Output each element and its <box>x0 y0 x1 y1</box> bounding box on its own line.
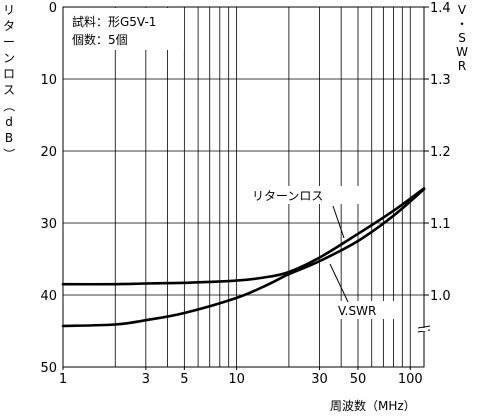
return-loss-leader <box>332 205 345 239</box>
y-left-axis-label-char: d <box>5 115 13 129</box>
vswr-label-text: V.SWR <box>338 304 376 318</box>
x-tick-label: 5 <box>180 372 188 387</box>
y-left-tick-label: 20 <box>40 145 57 160</box>
y-right-tick-label: 1.1 <box>430 217 451 232</box>
x-tick-label: 100 <box>398 372 423 387</box>
vswr-line <box>61 187 426 328</box>
y-left-axis-label-char: ン <box>3 51 15 65</box>
x-tick-label: 30 <box>311 372 328 387</box>
y-right-tick-label: 1.0 <box>430 289 451 304</box>
x-tick-label: 10 <box>228 372 245 387</box>
x-axis-label: 周波数（MHz） <box>330 398 416 413</box>
axis-break-mark <box>417 325 431 333</box>
y-left-axis-label-char: リ <box>3 3 15 17</box>
y-left-axis-label-char: B <box>5 131 13 145</box>
y-left-axis-label-char: タ <box>3 19 15 33</box>
x-tick-label: 50 <box>350 372 367 387</box>
y-left-axis-label-char: ス <box>3 83 15 97</box>
y-left-axis-label-char: ー <box>3 35 15 49</box>
y-right-axis-label-char: R <box>458 59 466 73</box>
y-left-axis-label: リターンロス （ dB ） <box>2 3 16 160</box>
return-loss-label-text: リターンロス <box>252 189 323 203</box>
y-left-tick-label: 30 <box>40 217 57 232</box>
plot-frame <box>62 6 425 368</box>
vswr-leader <box>329 263 349 303</box>
y-left-axis-label-char: ） <box>2 148 16 160</box>
y-right-tick-label: 1.2 <box>430 145 451 160</box>
sample-info-line-2: 個数：5個 <box>72 32 128 47</box>
return-loss-label: リターンロス <box>243 186 361 239</box>
y-left-tick-label: 10 <box>40 73 57 88</box>
vswr-label: V.SWR <box>329 263 395 319</box>
y-left-tick-labels: 0 10 20 30 40 50 <box>40 1 57 376</box>
x-tick-labels: 1 3 5 10 30 50 100 <box>59 367 423 387</box>
x-tick-label: 1 <box>59 372 67 387</box>
y-right-axis-label-char: ・ <box>456 17 468 31</box>
sample-info-line-1: 試料：形G5V-1 <box>72 14 156 29</box>
y-right-tick-labels: 1.0 1.1 1.2 1.3 1.4 <box>424 1 451 304</box>
y-left-tick-label: 0 <box>49 1 57 16</box>
x-tick-label: 3 <box>142 372 150 387</box>
sample-info-box: 試料：形G5V-1 個数：5個 <box>66 8 184 50</box>
y-right-axis-label-char: W <box>456 45 468 59</box>
y-right-tick-label: 1.4 <box>430 1 451 16</box>
y-right-axis-label: V・SWR <box>456 3 468 73</box>
series-group <box>61 187 426 328</box>
y-left-axis-label-char: ロ <box>3 67 15 81</box>
y-left-tick-label: 50 <box>40 361 57 376</box>
y-left-tick-label: 40 <box>40 289 57 304</box>
y-right-axis-label-char: S <box>458 31 466 45</box>
return-loss-line <box>61 187 426 286</box>
y-right-tick-label: 1.3 <box>430 73 451 88</box>
y-right-axis-label-char: V <box>458 3 467 17</box>
y-left-axis-label-char: （ <box>2 100 16 112</box>
